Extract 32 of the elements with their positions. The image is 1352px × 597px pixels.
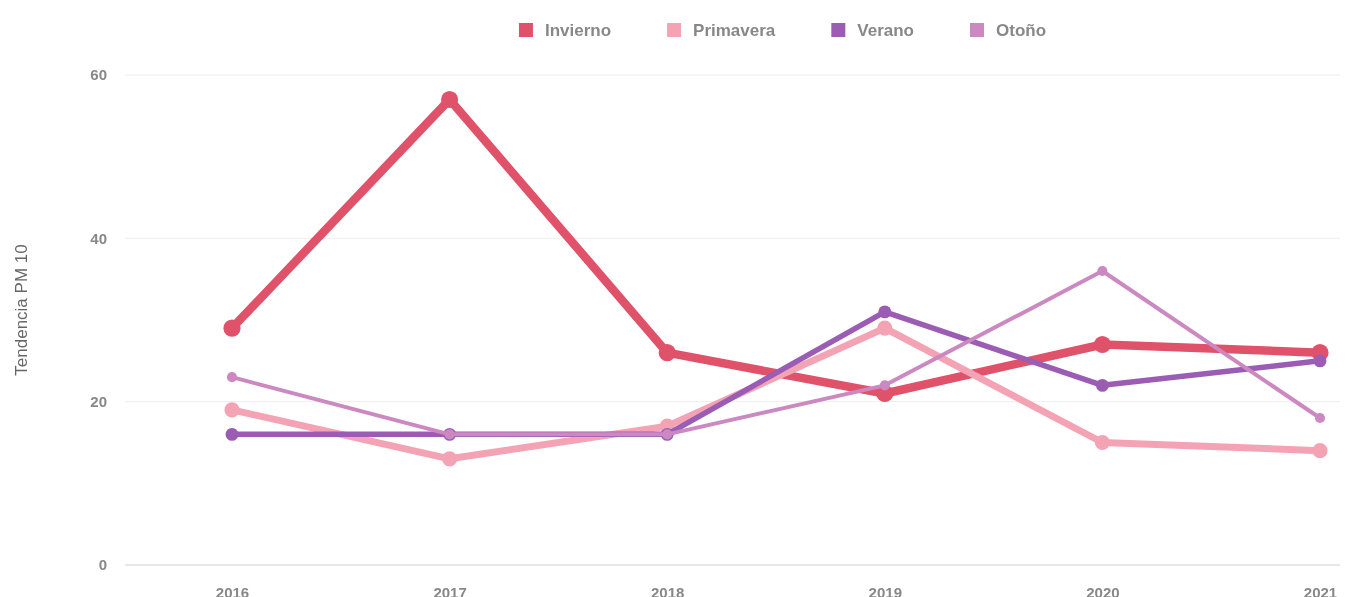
point: [441, 90, 459, 109]
point: [658, 344, 676, 362]
y-tick-label: 20: [90, 392, 107, 410]
point: [879, 380, 890, 391]
point: [224, 402, 240, 418]
x-tick-label: 2018: [651, 583, 685, 597]
x-tick-label: 2020: [1086, 583, 1120, 597]
legend-label: Invierno: [544, 21, 612, 40]
x-tick-label: 2016: [215, 583, 250, 597]
point: [878, 305, 892, 319]
point: [225, 427, 239, 441]
x-tick-label: 2017: [433, 583, 467, 597]
point: [226, 372, 238, 383]
point: [1314, 412, 1326, 424]
y-axis-title: Tendencia PM 10: [12, 244, 31, 376]
legend-label: Primavera: [693, 21, 776, 40]
point: [1313, 354, 1327, 368]
point: [442, 451, 458, 467]
point: [1095, 378, 1109, 392]
point: [223, 319, 241, 337]
y-tick-label: 40: [90, 229, 107, 247]
legend-label: Otoño: [996, 21, 1047, 40]
y-tick-label: 0: [98, 556, 107, 574]
x-tick-label: 2019: [868, 583, 902, 597]
point: [1094, 434, 1110, 451]
point: [1312, 443, 1328, 459]
legend-label: Verano: [857, 21, 915, 40]
point: [1097, 265, 1108, 277]
y-tick-label: 60: [90, 66, 107, 84]
x-tick-label: 2021: [1303, 583, 1338, 597]
point: [877, 320, 893, 336]
point: [1093, 335, 1111, 354]
